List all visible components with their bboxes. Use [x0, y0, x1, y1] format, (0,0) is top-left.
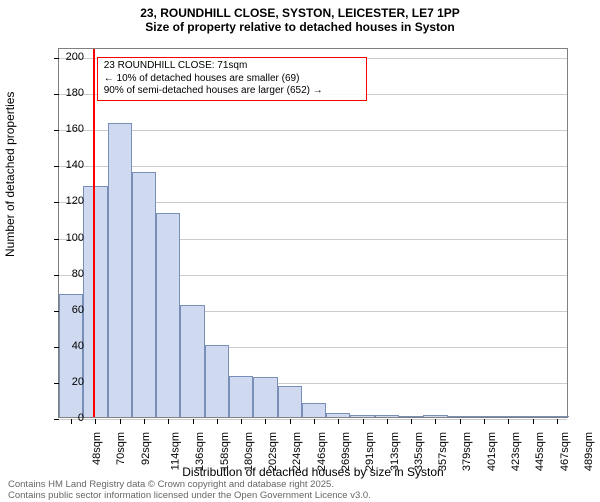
y-tick-label: 200	[44, 51, 84, 63]
histogram-bar	[278, 386, 302, 417]
x-tick-mark	[460, 419, 461, 424]
x-tick-label: 467sqm	[559, 432, 571, 471]
gridline	[59, 419, 567, 420]
x-tick-mark	[411, 419, 412, 424]
x-tick-label: 246sqm	[316, 432, 328, 471]
y-tick-label: 180	[44, 87, 84, 99]
x-tick-mark	[193, 419, 194, 424]
annotation-line: ← 10% of detached houses are smaller (69…	[104, 73, 360, 86]
x-tick-label: 445sqm	[534, 432, 546, 471]
y-tick-label: 100	[44, 232, 84, 244]
x-tick-label: 136sqm	[194, 432, 206, 471]
chart-title: 23, ROUNDHILL CLOSE, SYSTON, LEICESTER, …	[0, 0, 600, 35]
histogram-bar	[545, 416, 569, 417]
annotation-line: 90% of semi-detached houses are larger (…	[104, 85, 360, 98]
x-tick-label: 48sqm	[91, 432, 103, 465]
x-tick-mark	[144, 419, 145, 424]
x-tick-label: 158sqm	[219, 432, 231, 471]
histogram-bar	[375, 415, 399, 417]
x-tick-mark	[241, 419, 242, 424]
histogram-bar	[205, 345, 229, 417]
x-tick-mark	[120, 419, 121, 424]
title-line-1: 23, ROUNDHILL CLOSE, SYSTON, LEICESTER, …	[0, 6, 600, 20]
title-line-2: Size of property relative to detached ho…	[0, 20, 600, 34]
histogram-bar	[472, 416, 496, 417]
x-tick-mark	[557, 419, 558, 424]
x-tick-label: 489sqm	[583, 432, 595, 471]
x-tick-label: 269sqm	[340, 432, 352, 471]
chart-container: 23, ROUNDHILL CLOSE, SYSTON, LEICESTER, …	[0, 0, 600, 500]
x-tick-label: 357sqm	[437, 432, 449, 471]
x-tick-mark	[387, 419, 388, 424]
histogram-bar	[229, 376, 253, 418]
x-tick-mark	[435, 419, 436, 424]
x-tick-label: 70sqm	[115, 432, 127, 465]
x-tick-label: 335sqm	[413, 432, 425, 471]
x-tick-mark	[338, 419, 339, 424]
histogram-bar	[399, 416, 423, 417]
x-tick-mark	[484, 419, 485, 424]
histogram-bar	[448, 416, 472, 417]
x-tick-label: 423sqm	[510, 432, 522, 471]
histogram-bar	[108, 123, 132, 417]
y-axis-title: Number of detached properties	[3, 217, 17, 257]
x-tick-mark	[363, 419, 364, 424]
histogram-bar	[302, 403, 326, 417]
x-tick-mark	[314, 419, 315, 424]
x-tick-mark	[533, 419, 534, 424]
histogram-bar	[520, 416, 544, 417]
histogram-bar	[156, 213, 180, 417]
plot-frame: 23 ROUNDHILL CLOSE: 71sqm← 10% of detach…	[58, 48, 568, 418]
x-tick-mark	[508, 419, 509, 424]
y-tick-label: 20	[44, 376, 84, 388]
y-tick-label: 140	[44, 159, 84, 171]
annotation-box: 23 ROUNDHILL CLOSE: 71sqm← 10% of detach…	[97, 57, 367, 101]
annotation-line: 23 ROUNDHILL CLOSE: 71sqm	[104, 60, 360, 73]
x-tick-label: 224sqm	[292, 432, 304, 471]
marker-line	[93, 49, 95, 417]
x-tick-label: 92sqm	[140, 432, 152, 465]
y-tick-label: 160	[44, 123, 84, 135]
histogram-bar	[132, 172, 156, 417]
x-tick-mark	[290, 419, 291, 424]
x-tick-mark	[265, 419, 266, 424]
y-tick-label: 120	[44, 195, 84, 207]
histogram-bar	[326, 413, 350, 417]
gridline	[59, 166, 567, 167]
x-tick-mark	[217, 419, 218, 424]
y-tick-label: 0	[44, 412, 84, 424]
y-tick-label: 40	[44, 340, 84, 352]
x-tick-label: 401sqm	[486, 432, 498, 471]
y-tick-label: 60	[44, 304, 84, 316]
histogram-bar	[180, 305, 204, 417]
x-tick-label: 313sqm	[389, 432, 401, 471]
histogram-bar	[253, 377, 277, 417]
x-tick-label: 180sqm	[243, 432, 255, 471]
histogram-bar	[350, 415, 374, 417]
x-tick-mark	[168, 419, 169, 424]
footer-line-2: Contains public sector information licen…	[8, 491, 371, 502]
gridline	[59, 130, 567, 131]
y-tick-label: 80	[44, 268, 84, 280]
x-tick-label: 202sqm	[267, 432, 279, 471]
histogram-bar	[423, 415, 447, 417]
x-tick-mark	[95, 419, 96, 424]
x-tick-label: 114sqm	[169, 432, 181, 470]
footer-attribution: Contains HM Land Registry data © Crown c…	[8, 480, 371, 502]
histogram-bar	[496, 416, 520, 417]
x-tick-label: 379sqm	[462, 432, 474, 471]
x-tick-label: 291sqm	[364, 432, 376, 471]
histogram-bar	[83, 186, 107, 417]
plot-area: 23 ROUNDHILL CLOSE: 71sqm← 10% of detach…	[58, 48, 568, 418]
